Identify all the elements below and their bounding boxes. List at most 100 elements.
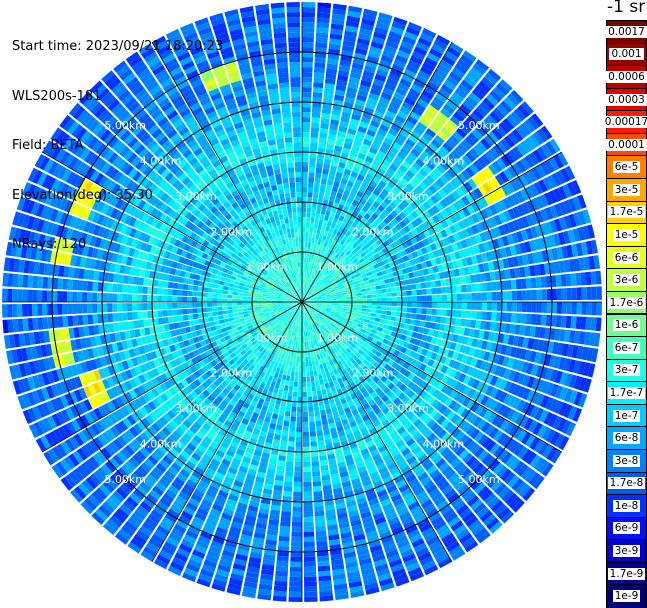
range-gate bbox=[437, 295, 442, 301]
range-gate bbox=[442, 294, 447, 301]
range-gate bbox=[304, 542, 315, 547]
range-gate bbox=[313, 491, 322, 497]
range-gate bbox=[337, 300, 342, 302]
range-gate bbox=[299, 327, 301, 332]
range-gate bbox=[313, 486, 322, 492]
range-gate bbox=[304, 517, 314, 522]
range-gate bbox=[304, 552, 316, 557]
range-gate bbox=[302, 72, 312, 77]
range-gate bbox=[327, 303, 332, 305]
range-gate bbox=[313, 366, 317, 372]
range-gate bbox=[304, 512, 314, 517]
range-gate bbox=[377, 298, 382, 302]
range-gate bbox=[286, 466, 294, 472]
range-gate bbox=[306, 362, 309, 367]
range-gate bbox=[422, 302, 427, 308]
range-gate bbox=[294, 477, 302, 482]
range-gate bbox=[317, 229, 321, 235]
range-gate bbox=[303, 422, 309, 427]
range-gate bbox=[375, 285, 381, 289]
range-gate bbox=[309, 366, 313, 371]
range-gate bbox=[365, 316, 371, 320]
range-gate bbox=[282, 375, 287, 381]
range-gate bbox=[411, 284, 417, 290]
range-gate bbox=[362, 305, 367, 308]
range-gate bbox=[561, 316, 567, 328]
range-gate bbox=[352, 296, 357, 299]
range-gate bbox=[466, 311, 472, 319]
range-gate bbox=[315, 380, 320, 386]
range-gate bbox=[377, 306, 382, 310]
range-gate bbox=[274, 581, 287, 587]
range-gate bbox=[303, 372, 306, 377]
range-gate bbox=[416, 314, 422, 320]
range-gate bbox=[390, 316, 396, 321]
range-gate bbox=[467, 293, 472, 301]
range-gate bbox=[304, 582, 317, 587]
range-gate bbox=[375, 318, 381, 323]
range-gate bbox=[286, 456, 294, 462]
range-gate bbox=[277, 465, 285, 471]
range-gate bbox=[316, 37, 328, 43]
range-gate bbox=[582, 302, 587, 315]
range-gate bbox=[303, 367, 306, 372]
range-gate bbox=[447, 302, 452, 309]
range-gate bbox=[302, 347, 304, 352]
range-gate bbox=[275, 383, 280, 389]
range-gate bbox=[371, 313, 377, 317]
range-gate bbox=[309, 411, 314, 416]
range-gate bbox=[491, 282, 497, 291]
range-gate bbox=[436, 309, 441, 316]
range-gate bbox=[295, 347, 298, 352]
range-gate bbox=[337, 298, 342, 300]
range-gate bbox=[302, 182, 307, 187]
range-gate bbox=[386, 288, 391, 293]
range-gate bbox=[342, 297, 347, 299]
range-gate bbox=[298, 392, 302, 397]
range-gate bbox=[512, 291, 517, 301]
range-gate bbox=[307, 382, 311, 387]
range-gate bbox=[274, 404, 280, 410]
range-gate bbox=[278, 389, 283, 395]
range-gate bbox=[291, 552, 303, 557]
range-gate bbox=[507, 291, 512, 301]
range-gate bbox=[586, 317, 592, 330]
range-gate bbox=[577, 287, 582, 300]
range-gate bbox=[315, 213, 320, 219]
range-gate bbox=[297, 402, 302, 407]
range-gate bbox=[303, 432, 309, 437]
range-gate bbox=[403, 274, 409, 280]
range-gate bbox=[425, 322, 431, 329]
range-gate bbox=[304, 342, 306, 347]
range-gate bbox=[304, 527, 314, 532]
range-gate bbox=[442, 302, 447, 309]
range-gate bbox=[475, 320, 481, 329]
range-gate bbox=[362, 295, 367, 298]
range-gate bbox=[547, 302, 552, 313]
range-gate bbox=[384, 279, 390, 284]
range-gate bbox=[366, 287, 372, 291]
range-gate bbox=[379, 280, 385, 285]
range-gate bbox=[303, 477, 311, 482]
range-gate bbox=[315, 360, 319, 366]
range-gate bbox=[302, 342, 304, 347]
range-gate bbox=[289, 431, 295, 436]
range-gate bbox=[309, 227, 313, 232]
range-gate bbox=[303, 412, 308, 417]
range-gate bbox=[303, 472, 311, 477]
range-gate bbox=[361, 311, 366, 315]
range-gate bbox=[316, 27, 329, 33]
range-gate bbox=[286, 461, 294, 467]
range-gate bbox=[342, 295, 347, 298]
range-gate bbox=[289, 361, 293, 366]
range-gate bbox=[309, 416, 315, 421]
range-gate bbox=[557, 288, 562, 300]
range-gate bbox=[297, 417, 302, 422]
range-gate bbox=[406, 291, 411, 296]
range-gate bbox=[302, 107, 311, 112]
range-gate bbox=[291, 547, 302, 552]
range-gate bbox=[481, 311, 487, 320]
range-gate bbox=[302, 32, 314, 37]
range-gate bbox=[319, 133, 327, 139]
range-gate bbox=[311, 238, 315, 243]
